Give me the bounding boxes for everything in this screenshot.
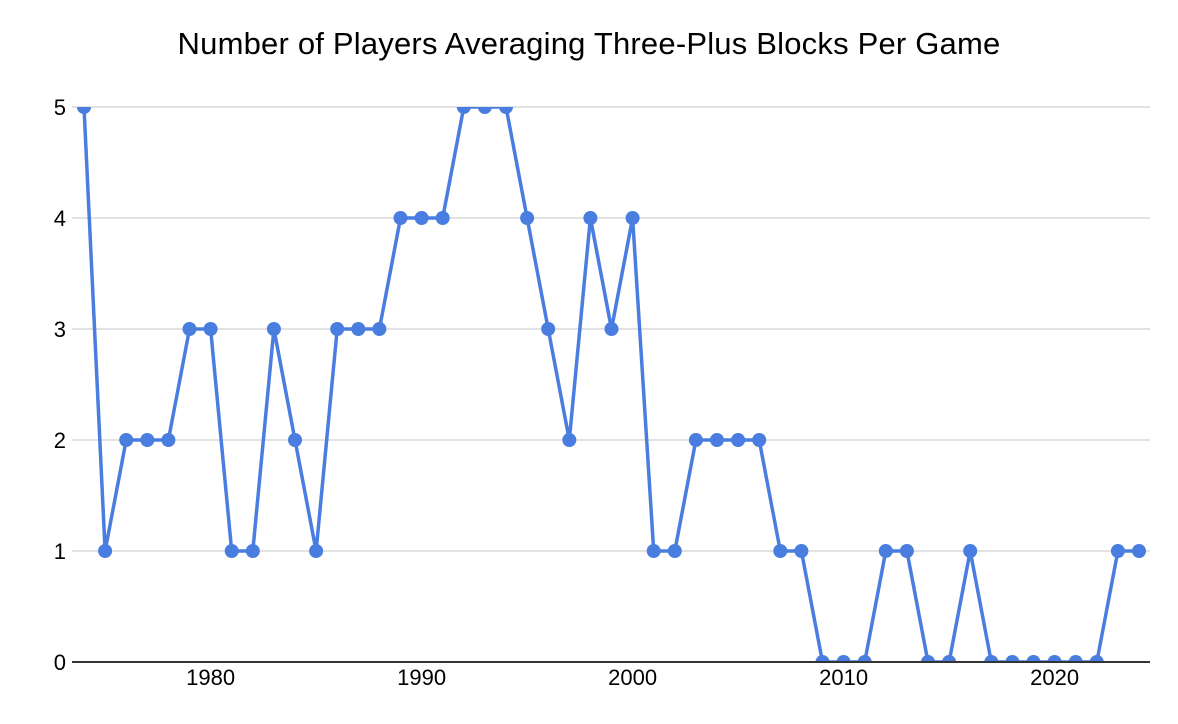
chart-title: Number of Players Averaging Three-Plus B… (177, 26, 1001, 61)
data-point-1981 (224, 544, 239, 558)
y-tick-label-0: 0 (54, 650, 66, 675)
x-tick-label-1990: 1990 (397, 665, 446, 690)
data-point-1996 (541, 322, 556, 336)
data-point-2011 (857, 655, 872, 662)
y-tick-label-5: 5 (54, 95, 66, 120)
data-point-2012 (878, 544, 893, 558)
data-point-1993 (477, 107, 492, 114)
data-point-2017 (984, 655, 999, 662)
data-point-1988 (372, 322, 387, 336)
data-point-1991 (435, 211, 450, 225)
data-point-2003 (688, 433, 703, 447)
data-point-1987 (351, 322, 366, 336)
data-point-2006 (752, 433, 767, 447)
data-point-2020 (1047, 655, 1062, 662)
data-point-1985 (309, 544, 324, 558)
data-point-1989 (393, 211, 408, 225)
data-point-2001 (646, 544, 661, 558)
data-point-1990 (414, 211, 429, 225)
data-point-2019 (1026, 655, 1041, 662)
data-point-2009 (815, 655, 830, 662)
x-tick-label-2000: 2000 (608, 665, 657, 690)
data-point-1997 (562, 433, 577, 447)
series-line (82, 107, 1139, 662)
data-point-1983 (266, 322, 281, 336)
data-point-2002 (667, 544, 682, 558)
data-point-1978 (161, 433, 176, 447)
y-tick-label-1: 1 (54, 539, 66, 564)
data-point-2004 (710, 433, 724, 447)
data-point-1992 (456, 107, 471, 114)
data-point-1995 (520, 211, 535, 225)
data-point-1994 (499, 107, 513, 114)
data-point-2021 (1068, 655, 1083, 662)
y-tick-label-2: 2 (54, 428, 66, 453)
data-point-1979 (182, 322, 197, 336)
data-point-2015 (942, 655, 957, 662)
x-tick-label-2010: 2010 (819, 665, 868, 690)
data-point-2024 (1132, 544, 1146, 558)
data-point-1976 (119, 433, 134, 447)
x-tick-label-2020: 2020 (1030, 665, 1079, 690)
data-point-2018 (1005, 655, 1020, 662)
data-point-1975 (98, 544, 113, 558)
data-point-1986 (330, 322, 345, 336)
data-point-2007 (773, 544, 788, 558)
data-point-1974 (77, 107, 91, 114)
data-point-2000 (625, 211, 640, 225)
data-point-1980 (203, 322, 218, 336)
data-point-2022 (1089, 655, 1104, 662)
data-point-1982 (245, 544, 260, 558)
data-point-2010 (836, 655, 851, 662)
data-point-2013 (899, 544, 914, 558)
x-tick-label-1980: 1980 (186, 665, 235, 690)
y-tick-label-3: 3 (54, 317, 66, 342)
data-point-2016 (963, 544, 978, 558)
series-group (77, 107, 1146, 662)
y-tick-label-4: 4 (54, 206, 66, 231)
data-point-2023 (1110, 544, 1125, 558)
data-point-1998 (583, 211, 598, 225)
data-point-1984 (288, 433, 302, 447)
data-point-2005 (731, 433, 746, 447)
data-point-1999 (604, 322, 619, 336)
data-point-1977 (140, 433, 155, 447)
data-point-2008 (794, 544, 809, 558)
data-point-2014 (921, 655, 935, 662)
